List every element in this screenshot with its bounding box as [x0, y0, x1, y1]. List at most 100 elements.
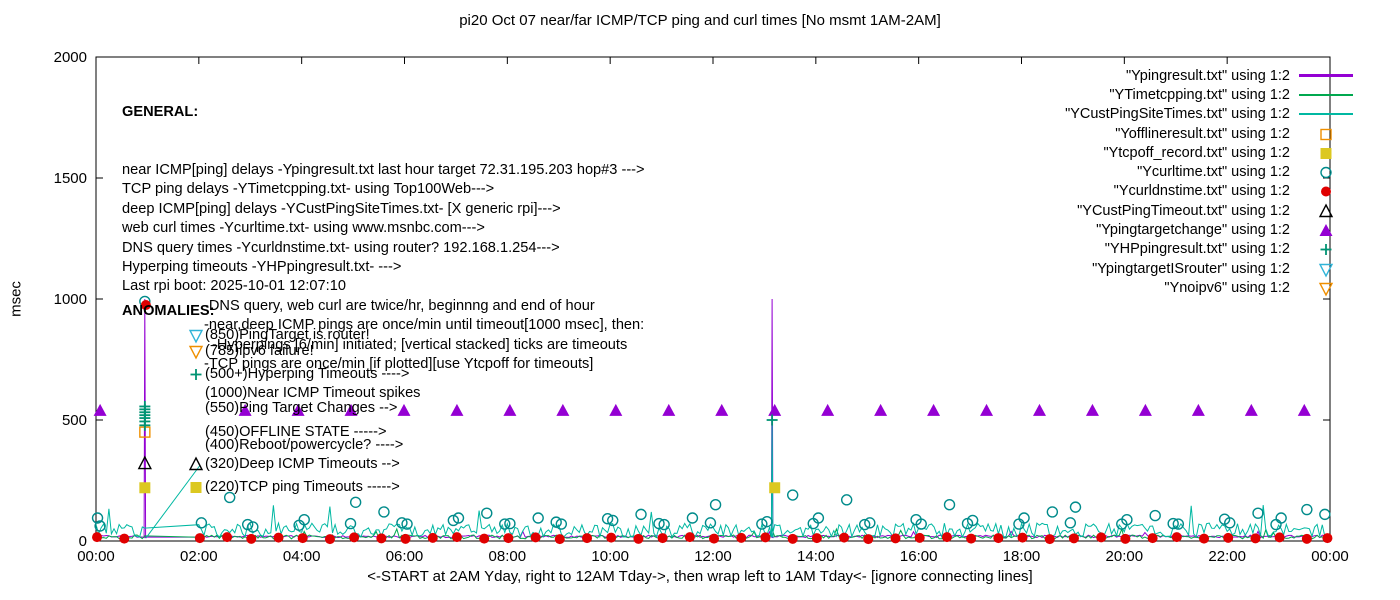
anomaly-line: (785)ipv6 failure! — [187, 342, 314, 361]
anomaly-icon-spacer — [187, 399, 205, 417]
circle-open-marker — [247, 521, 259, 533]
x-tick-label: 00:00 — [1311, 548, 1349, 565]
triangle-up-filled-marker — [1085, 403, 1099, 416]
triangle-down-open-icon — [188, 330, 204, 344]
general-line: -DNS query, web curl are twice/hr, begin… — [204, 297, 595, 314]
circle-open-marker — [943, 499, 956, 511]
circle-filled-marker — [1147, 533, 1158, 544]
legend-label: "YpingtargetISrouter" using 1:2 — [1092, 260, 1290, 277]
legend-marker-sample — [1320, 244, 1332, 256]
anomaly-line: (320)Deep ICMP Timeouts --> — [187, 455, 400, 474]
triangle-up-filled-marker — [93, 403, 107, 416]
general-line: -Hyperpings [6/min] initiated; [vertical… — [212, 336, 628, 353]
anomaly-text: (220)TCP ping Timeouts -----> — [205, 479, 400, 496]
legend-sample — [1298, 112, 1354, 116]
x-tick-label: 22:00 — [1208, 548, 1246, 565]
anomaly-text: (450)OFFLINE STATE -----> — [205, 424, 387, 441]
x-axis-label: <-START at 2AM Yday, right to 12AM Tday-… — [367, 568, 1033, 585]
circle-open-marker — [601, 513, 614, 525]
legend-row: "Ycurltime.txt" using 1:2 — [1065, 162, 1354, 181]
circle-open-marker — [91, 512, 104, 524]
square-open-marker — [1320, 128, 1332, 140]
x-tick-label: 20:00 — [1106, 548, 1144, 565]
square-filled-marker — [139, 482, 151, 494]
circle-open-marker — [499, 518, 511, 530]
general-line: Last rpi boot: 2025-10-01 12:07:10 — [122, 278, 346, 295]
square-filled-marker — [1320, 147, 1332, 159]
anomaly-line: (500+)Hyperping Timeouts ----> — [187, 365, 409, 384]
plus-icon — [187, 365, 205, 383]
circle-open-marker — [396, 517, 408, 529]
x-tick-label: 12:00 — [694, 548, 732, 565]
circle-filled-marker — [709, 533, 720, 544]
circle-open-marker — [195, 517, 208, 529]
anomaly-line: (850)PingTarget is router! — [187, 326, 370, 345]
circle-open-marker — [550, 516, 562, 528]
triangle-down-open-icon — [188, 345, 204, 360]
x-tick-label: 18:00 — [1003, 548, 1041, 565]
legend-label: "YHPpingresult.txt" using 1:2 — [1104, 241, 1290, 258]
triangle-up-filled-marker — [821, 403, 835, 416]
legend-sample — [1298, 260, 1354, 278]
legend-line-sample — [1299, 93, 1353, 97]
circle-open-marker — [1167, 517, 1179, 530]
anomaly-line: (400)Reboot/powercycle? ----> — [187, 436, 403, 455]
triangle-up-filled-marker — [344, 403, 358, 416]
legend-label: "YTimetcpping.txt" using 1:2 — [1109, 86, 1290, 103]
circle-open-marker — [378, 506, 390, 518]
triangle-up-filled-marker — [238, 403, 252, 416]
legend-label: "YCustPingSiteTimes.txt" using 1:2 — [1065, 106, 1290, 123]
anomaly-text: (1000)Near ICMP Timeout spikes — [205, 385, 421, 402]
anomaly-text: (400)Reboot/powercycle? ----> — [205, 437, 404, 454]
anomaly-text: (550)Ping Target Changes --> — [205, 400, 398, 417]
triangle-up-filled-marker — [609, 403, 623, 416]
circle-filled-marker — [92, 532, 103, 543]
circle-open-marker — [241, 518, 254, 531]
general-line: deep ICMP[ping] delays -YCustPingSiteTim… — [122, 200, 561, 217]
legend-row: "YTimetcpping.txt" using 1:2 — [1065, 85, 1354, 104]
triangle-up-open-marker — [1318, 203, 1334, 217]
circle-filled-marker — [427, 532, 438, 543]
legend-sample — [1298, 74, 1354, 77]
circle-filled-marker — [554, 534, 565, 545]
circle-open-marker — [653, 517, 665, 530]
legend-row: "Ycurldnstime.txt" using 1:2 — [1065, 182, 1354, 201]
triangle-up-open-marker — [188, 456, 204, 471]
square-filled-marker — [190, 482, 202, 494]
triangle-down-open-marker — [1318, 282, 1334, 297]
triangle-up-filled-marker — [715, 403, 729, 416]
circle-open-marker — [1121, 514, 1133, 526]
circle-filled-marker — [194, 533, 205, 544]
circle-filled-marker — [222, 532, 233, 543]
circle-filled-marker — [1223, 532, 1234, 543]
triangle-up-filled-marker — [291, 403, 305, 416]
square-filled-marker — [769, 482, 781, 494]
anomaly-text: (785)ipv6 failure! — [205, 343, 314, 359]
circle-filled-marker — [914, 532, 925, 543]
circle-filled-marker — [376, 533, 387, 544]
circle-filled-marker — [863, 534, 874, 545]
circle-filled-marker — [582, 533, 593, 544]
general-line: web curl times -Ycurltime.txt- using www… — [122, 220, 485, 237]
circle-open-marker — [1149, 509, 1161, 522]
x-tick-label: 10:00 — [591, 548, 629, 565]
legend-marker-sample — [1321, 186, 1331, 197]
plus-icon — [190, 369, 202, 380]
legend-row: "YHPpingresult.txt" using 1:2 — [1065, 240, 1354, 259]
connecting-line-YCustPingSiteTimes — [145, 465, 201, 539]
legend-label: "YCustPingTimeout.txt" using 1:2 — [1077, 202, 1290, 219]
legend-sample — [1298, 240, 1354, 258]
general-annotations: GENERAL: near ICMP[ping] delays -Ypingre… — [122, 64, 645, 375]
circle-open-marker — [1319, 508, 1331, 521]
circle-open-marker — [761, 515, 773, 528]
circle-open-marker — [344, 517, 357, 530]
circle-open-marker — [704, 517, 717, 529]
circle-filled-marker — [1322, 533, 1333, 544]
circle-open-marker — [223, 491, 236, 504]
anomalies-heading: ANOMALIES: — [122, 303, 215, 319]
triangle-up-filled-marker — [1032, 403, 1046, 416]
circle-open-marker — [1046, 506, 1059, 518]
x-tick-label: 00:00 — [77, 548, 115, 565]
x-tick-label: 16:00 — [900, 548, 938, 565]
